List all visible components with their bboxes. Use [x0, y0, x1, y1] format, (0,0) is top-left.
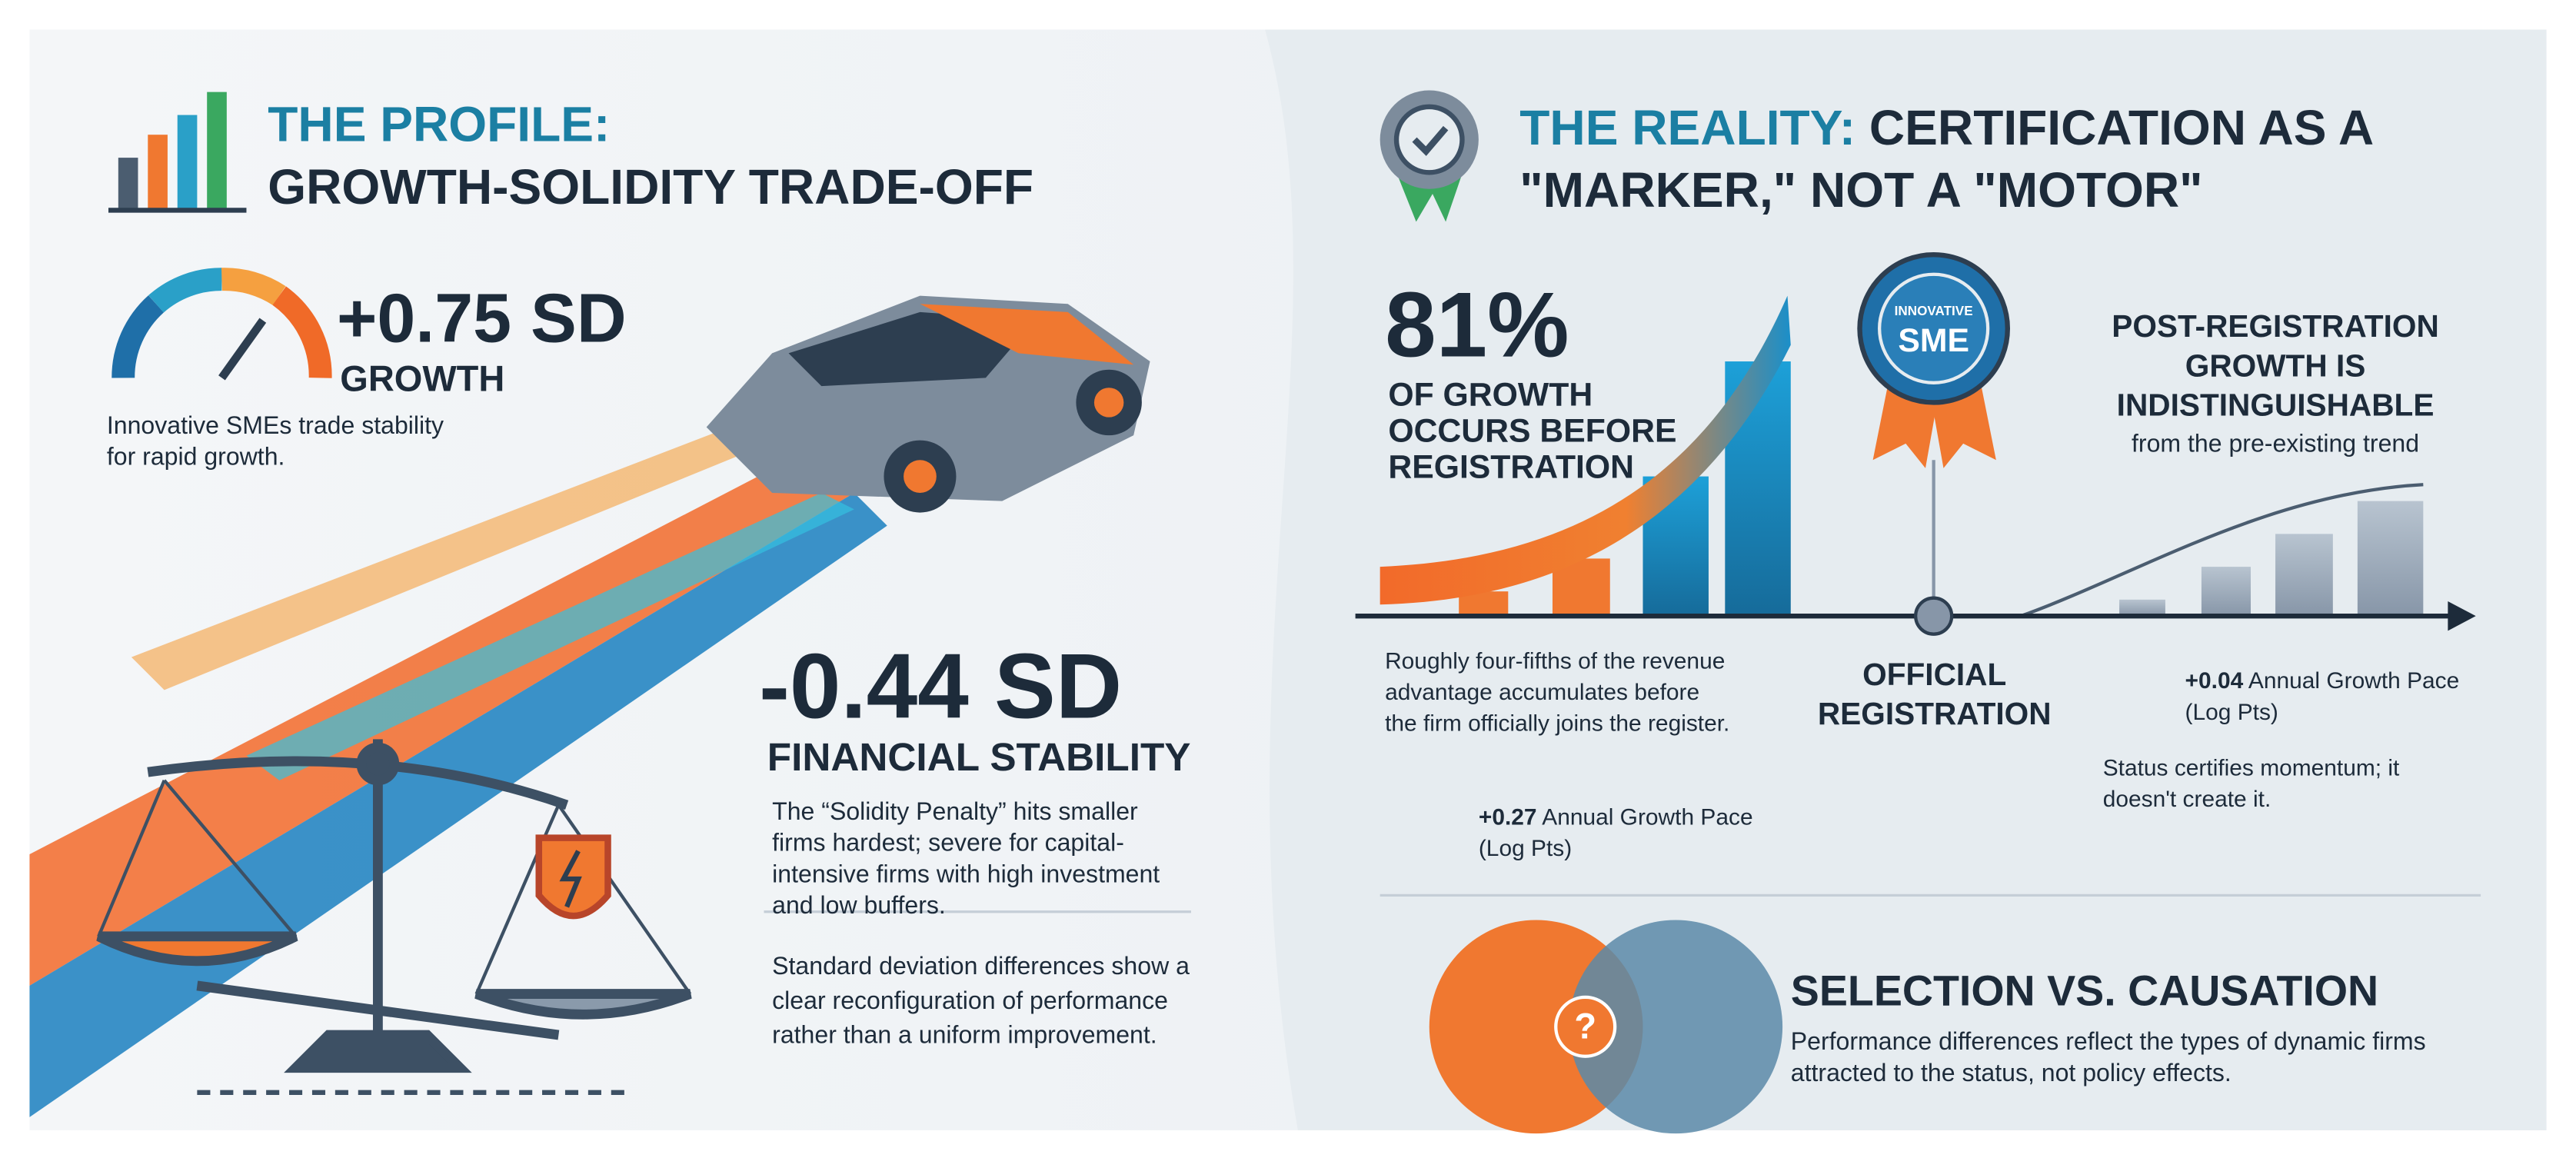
bar-icon: [108, 92, 247, 213]
note: Status certifies momentum; it doesn't cr…: [2102, 754, 2400, 812]
stat-label: GROWTH: [340, 358, 505, 400]
speed-streaks: [29, 411, 887, 1117]
pace-label: Annual Growth Pace (Log Pts): [2185, 667, 2460, 725]
gauge-icon: [111, 268, 332, 381]
stat-value: -0.44 SD: [759, 634, 1123, 738]
registration-label: OFFICIAL REGISTRATION: [1817, 658, 2052, 733]
pace-label: Annual Growth Pace (Log Pts): [1478, 803, 1753, 861]
stat-value: 81%: [1385, 272, 1569, 377]
note: The “Solidity Penalty” hits smaller firm…: [772, 798, 1160, 920]
balance-scale: [96, 739, 692, 1095]
pace-value: +0.04: [2185, 667, 2244, 694]
stat-label: FINANCIAL STABILITY: [767, 736, 1191, 780]
footnote: Standard deviation differences show a cl…: [772, 953, 1190, 1050]
medal-icon: [1380, 90, 1479, 222]
note: Roughly four-fifths of the revenue advan…: [1385, 647, 1730, 737]
selection-title: SELECTION VS. CAUSATION: [1790, 966, 2379, 1016]
pace-value: +0.27: [1478, 803, 1537, 830]
post-title: POST-REGISTRATION GROWTH IS INDISTINGUIS…: [2112, 310, 2439, 424]
title: THE REALITY: CERTIFICATION AS A "MARKER,…: [1519, 98, 2439, 223]
pace: +0.04 Annual Growth Pace (Log Pts): [2185, 665, 2473, 727]
title-line: THE PROFILE:: [268, 98, 611, 153]
venn-symbol: ?: [1574, 1005, 1597, 1047]
post-subtitle: from the pre-existing trend: [2132, 430, 2420, 459]
right-panel: [1265, 29, 2547, 1130]
title-highlight: THE REALITY:: [1519, 101, 1856, 156]
stat-label: OF GROWTH OCCURS BEFORE REGISTRATION: [1388, 378, 1677, 487]
note: Innovative SMEs trade stability for rapi…: [106, 412, 444, 472]
badge-top: INNOVATIVE: [1894, 304, 1973, 319]
growth-chart: [1355, 295, 2476, 636]
badge: [1857, 251, 2011, 468]
stat-value: +0.75 SD: [336, 279, 627, 357]
pace: +0.27 Annual Growth Pace (Log Pts): [1479, 802, 1775, 864]
title-line: GROWTH-SOLIDITY TRADE-OFF: [268, 161, 1034, 215]
selection-text: Performance differences reflect the type…: [1790, 1028, 2426, 1088]
badge-main: SME: [1898, 323, 1969, 360]
title-rest: CERTIFICATION AS A "MARKER," NOT A "MOTO…: [1519, 101, 2372, 219]
venn-diagram: [1429, 920, 1783, 1134]
car: [706, 295, 1150, 513]
